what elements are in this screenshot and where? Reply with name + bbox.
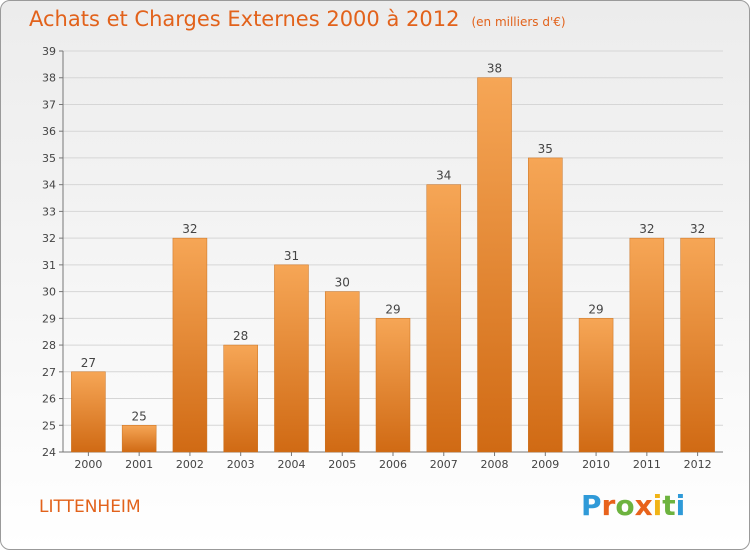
bar-2010: [578, 318, 614, 453]
bar-2008: [477, 77, 512, 453]
logo-letter: i: [675, 489, 686, 522]
y-tick-label: 33: [42, 205, 56, 218]
y-tick-label: 36: [42, 125, 56, 138]
bar-value-label: 28: [233, 329, 248, 343]
y-tick-label: 37: [42, 98, 56, 111]
x-tick-label: 2009: [531, 458, 559, 471]
bar-2005: [324, 291, 360, 453]
y-tick-label: 25: [42, 419, 56, 432]
chart-title-text: Achats et Charges Externes 2000 à 2012: [29, 7, 460, 31]
bar-value-label: 29: [588, 302, 603, 316]
y-tick-label: 27: [42, 366, 56, 379]
x-tick-label: 2008: [481, 458, 509, 471]
x-tick-label: 2005: [328, 458, 356, 471]
y-tick-label: 35: [42, 152, 56, 165]
bar-value-label: 32: [639, 222, 654, 236]
bar-2002: [172, 237, 208, 453]
chart-unit: (en milliers d'€): [471, 15, 566, 29]
y-tick-label: 26: [42, 393, 56, 406]
bar-value-label: 32: [690, 222, 705, 236]
y-tick-label: 38: [42, 72, 56, 85]
y-tick-label: 39: [42, 45, 56, 58]
proxiti-logo: Proxiti: [581, 489, 685, 522]
logo-letter: x: [634, 489, 653, 522]
x-tick-label: 2002: [176, 458, 204, 471]
y-tick-label: 34: [42, 179, 56, 192]
bar-2004: [274, 264, 309, 453]
bar-value-label: 27: [81, 356, 96, 370]
logo-letter: o: [615, 489, 635, 522]
x-tick-label: 2010: [582, 458, 610, 471]
bar-value-label: 35: [538, 142, 553, 156]
logo-letter: r: [601, 489, 616, 522]
bar-2012: [680, 237, 715, 453]
bar-value-label: 32: [182, 222, 197, 236]
logo-letter: t: [662, 489, 676, 522]
logo-letter: P: [581, 489, 602, 522]
bar-value-label: 29: [385, 302, 400, 316]
x-tick-label: 2012: [684, 458, 712, 471]
bar-2009: [528, 157, 563, 453]
bar-2001: [121, 425, 157, 453]
y-tick-label: 30: [42, 286, 56, 299]
y-tick-label: 31: [42, 259, 56, 272]
x-tick-label: 2007: [430, 458, 458, 471]
bar-value-label: 34: [436, 169, 451, 183]
x-tick-label: 2004: [277, 458, 305, 471]
bar-value-label: 31: [284, 249, 299, 263]
bar-2006: [375, 318, 411, 453]
x-tick-label: 2006: [379, 458, 407, 471]
y-tick-label: 24: [42, 446, 56, 459]
x-tick-label: 2001: [125, 458, 153, 471]
y-tick-label: 29: [42, 312, 56, 325]
logo-letter: i: [652, 489, 663, 522]
chart-title: Achats et Charges Externes 2000 à 2012 (e…: [29, 7, 566, 31]
bar-2007: [426, 184, 462, 453]
bar-value-label: 25: [132, 409, 147, 423]
commune-name: LITTENHEIM: [39, 497, 141, 517]
bar-value-label: 30: [335, 276, 350, 290]
bar-value-label: 38: [487, 62, 502, 76]
x-tick-label: 2011: [633, 458, 661, 471]
bar-2011: [629, 237, 665, 453]
bar-2000: [71, 371, 106, 453]
x-tick-label: 2003: [227, 458, 255, 471]
bar-2003: [223, 344, 258, 453]
y-tick-label: 28: [42, 339, 56, 352]
y-tick-label: 32: [42, 232, 56, 245]
x-tick-label: 2000: [74, 458, 102, 471]
